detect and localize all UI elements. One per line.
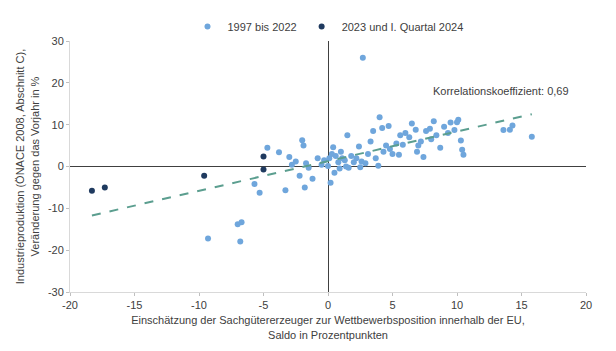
svg-text:0: 0	[325, 299, 331, 311]
svg-text:-10: -10	[48, 202, 64, 214]
svg-text:20: 20	[580, 299, 592, 311]
svg-text:-20: -20	[48, 244, 64, 256]
svg-text:Industrieproduktion (ÖNACE 200: Industrieproduktion (ÖNACE 2008, Abschni…	[14, 49, 40, 284]
svg-text:1997 bis 2022: 1997 bis 2022	[228, 21, 297, 33]
svg-text:15: 15	[515, 299, 527, 311]
svg-text:Korrelationskoeffizient: 0,69: Korrelationskoeffizient: 0,69	[433, 85, 569, 97]
svg-text:10: 10	[451, 299, 463, 311]
svg-text:-20: -20	[62, 299, 78, 311]
svg-text:-5: -5	[259, 299, 269, 311]
svg-text:20: 20	[52, 77, 64, 89]
svg-text:30: 30	[52, 35, 64, 47]
svg-text:0: 0	[58, 160, 64, 172]
svg-text:-30: -30	[48, 286, 64, 298]
svg-text:5: 5	[389, 299, 395, 311]
svg-text:2023 und I. Quartal 2024: 2023 und I. Quartal 2024	[342, 21, 464, 33]
svg-text:-10: -10	[191, 299, 207, 311]
svg-text:10: 10	[52, 119, 64, 131]
svg-text:-15: -15	[127, 299, 143, 311]
svg-text:Einschätzung der Sachgütererze: Einschätzung der Sachgütererzeuger zur W…	[131, 314, 525, 340]
